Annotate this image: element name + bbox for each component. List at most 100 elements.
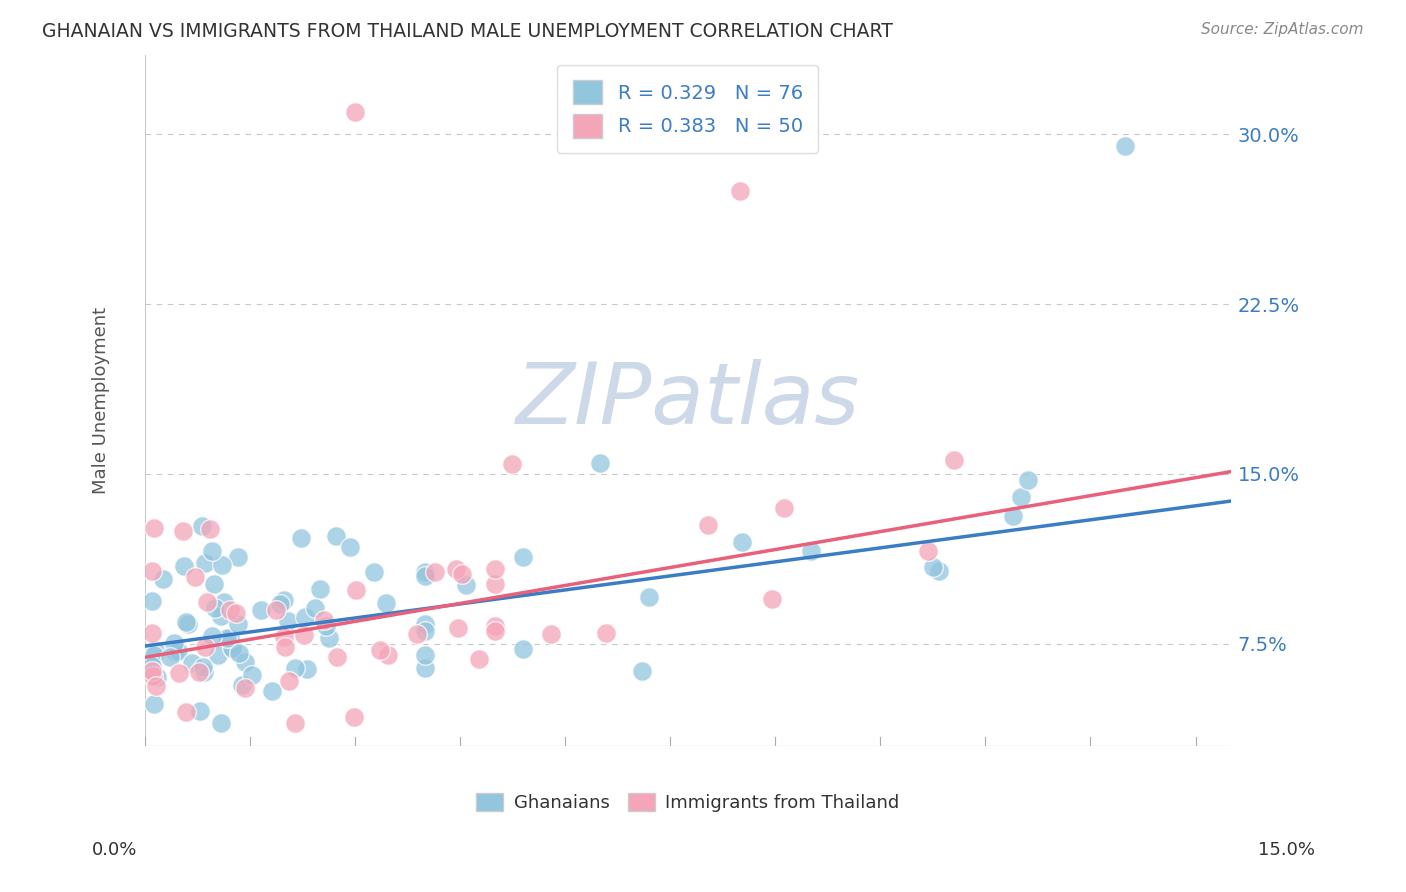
Point — [143, 642, 166, 657]
Point — [484, 562, 506, 576]
Point — [143, 697, 166, 711]
Text: Male Unemployment: Male Unemployment — [93, 307, 111, 494]
Point — [363, 565, 385, 579]
Point — [172, 524, 194, 538]
Point — [295, 662, 318, 676]
Point — [228, 550, 250, 565]
Point — [146, 670, 169, 684]
Text: 15.0%: 15.0% — [1257, 840, 1315, 858]
Point — [266, 602, 288, 616]
Point — [315, 618, 337, 632]
Point — [344, 583, 367, 598]
Point — [943, 453, 966, 467]
Point — [1017, 473, 1039, 487]
Point — [219, 632, 242, 646]
Point — [484, 619, 506, 633]
Point — [221, 641, 243, 656]
Point — [928, 564, 950, 578]
Point — [194, 640, 217, 655]
Point — [800, 543, 823, 558]
Point — [187, 665, 209, 680]
Point — [1010, 491, 1032, 505]
Point — [225, 606, 247, 620]
Point — [728, 184, 751, 198]
Point — [141, 664, 163, 678]
Point — [183, 570, 205, 584]
Point — [501, 458, 523, 472]
Point — [318, 632, 340, 646]
Point — [204, 601, 226, 615]
Point — [201, 629, 224, 643]
Point — [165, 644, 187, 658]
Point — [326, 649, 349, 664]
Point — [201, 544, 224, 558]
Point — [761, 592, 783, 607]
Point — [512, 642, 534, 657]
Point — [226, 617, 249, 632]
Point — [260, 683, 283, 698]
Point — [325, 529, 347, 543]
Text: Source: ZipAtlas.com: Source: ZipAtlas.com — [1201, 22, 1364, 37]
Point — [209, 716, 232, 731]
Point — [413, 565, 436, 579]
Point — [174, 615, 197, 629]
Point — [177, 616, 200, 631]
Point — [240, 667, 263, 681]
Point — [211, 558, 233, 572]
Point — [181, 656, 204, 670]
Point — [141, 564, 163, 578]
Point — [589, 456, 612, 470]
Point — [152, 572, 174, 586]
Point — [274, 640, 297, 654]
Point — [194, 556, 217, 570]
Point — [159, 650, 181, 665]
Point — [284, 716, 307, 731]
Point — [191, 518, 214, 533]
Legend: Ghanaians, Immigrants from Thailand: Ghanaians, Immigrants from Thailand — [468, 786, 907, 820]
Text: ZIPatlas: ZIPatlas — [516, 359, 860, 442]
Point — [294, 610, 316, 624]
Point — [173, 559, 195, 574]
Point — [200, 522, 222, 536]
Point — [339, 540, 361, 554]
Point — [344, 104, 367, 119]
Point — [413, 661, 436, 675]
Point — [277, 674, 299, 689]
Point — [290, 531, 312, 545]
Point — [413, 648, 436, 662]
Point — [233, 655, 256, 669]
Point — [423, 565, 446, 579]
Point — [447, 621, 470, 635]
Point — [231, 678, 253, 692]
Point — [249, 603, 271, 617]
Point — [176, 706, 198, 720]
Point — [169, 665, 191, 680]
Point — [233, 681, 256, 696]
Point — [142, 669, 165, 683]
Point — [141, 669, 163, 683]
Point — [697, 518, 720, 533]
Point — [630, 664, 652, 678]
Point — [413, 616, 436, 631]
Point — [444, 562, 467, 576]
Point — [413, 569, 436, 583]
Point — [145, 679, 167, 693]
Point — [141, 593, 163, 607]
Point — [294, 628, 316, 642]
Point — [343, 710, 366, 724]
Point — [193, 659, 215, 673]
Point — [304, 601, 326, 615]
Point — [730, 535, 752, 549]
Text: 0.0%: 0.0% — [91, 840, 136, 858]
Point — [218, 603, 240, 617]
Point — [917, 544, 939, 558]
Point — [595, 625, 617, 640]
Point — [202, 577, 225, 591]
Point — [406, 627, 429, 641]
Point — [512, 549, 534, 564]
Point — [413, 624, 436, 639]
Point — [167, 644, 190, 658]
Point — [773, 500, 796, 515]
Point — [215, 631, 238, 645]
Point — [143, 521, 166, 535]
